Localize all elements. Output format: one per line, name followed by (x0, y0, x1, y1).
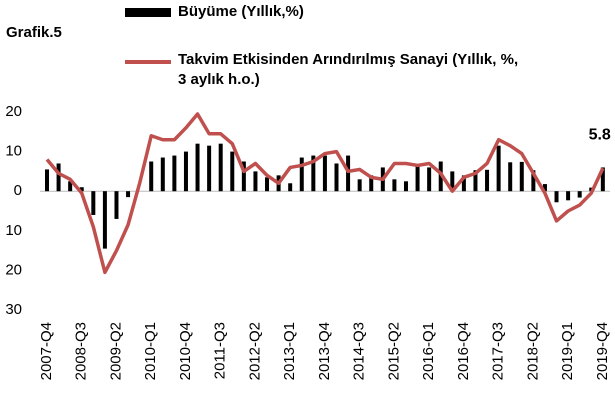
bar (531, 170, 536, 192)
bar (600, 167, 605, 192)
y-tick-label: 20 (5, 261, 22, 278)
bar (566, 191, 571, 201)
bar (403, 181, 408, 192)
y-tick-label: 10 (5, 222, 22, 239)
x-tick-label: 2016-Q4 (455, 322, 472, 380)
bar (415, 165, 420, 192)
bar (357, 179, 362, 192)
bar (461, 175, 466, 192)
y-tick-label: 30 (5, 301, 22, 318)
legend-label: Büyüme (Yıllık,%) (178, 3, 304, 20)
bar (102, 191, 107, 249)
x-tick-label: 2009-Q2 (107, 322, 124, 380)
bar (450, 171, 455, 192)
y-tick-label: 0 (14, 182, 22, 199)
y-tick-label: 10 (5, 143, 22, 160)
bar (79, 187, 84, 192)
x-tick-label: 2015-Q2 (385, 322, 402, 380)
x-tick-label: 2011-Q3 (212, 322, 229, 379)
bar (91, 191, 96, 215)
bar (346, 155, 351, 192)
bar (253, 171, 258, 192)
bar (369, 175, 374, 192)
x-tick-label: 2019-Q1 (559, 322, 576, 380)
x-tick-label: 2016-Q1 (420, 322, 437, 380)
bar (218, 143, 223, 192)
bar (322, 155, 327, 192)
bar (508, 162, 513, 192)
x-tick-label: 2018-Q2 (524, 322, 541, 380)
bar (207, 145, 212, 192)
bar (299, 157, 304, 192)
bar (114, 191, 119, 219)
x-tick-label: 2010-Q1 (142, 322, 159, 380)
bar (311, 155, 316, 192)
bar (172, 155, 177, 192)
bar (183, 151, 188, 192)
line (45, 112, 605, 275)
bar (577, 191, 582, 198)
bar (160, 157, 165, 192)
x-tick-label: 2012-Q2 (246, 322, 263, 380)
bar (554, 191, 559, 203)
bar (230, 151, 235, 192)
bar (427, 167, 432, 192)
bar (68, 181, 73, 192)
x-tick-label: 2010-Q4 (177, 322, 194, 380)
bar (473, 170, 478, 192)
bar (149, 161, 154, 192)
chart-title: Grafik.5 (6, 24, 62, 41)
bar (485, 169, 490, 192)
bar (334, 163, 339, 192)
y-tick-label: 20 (5, 103, 22, 120)
x-tick-label: 2008-Q3 (73, 322, 90, 380)
data-label: 5.8 (589, 126, 611, 143)
bar (45, 169, 49, 192)
bar (519, 161, 524, 192)
bar (56, 163, 61, 192)
legend-swatch-bar (125, 8, 171, 17)
bar (126, 191, 131, 198)
x-tick-label: 2013-Q1 (281, 322, 298, 380)
bar (542, 184, 547, 192)
bar (265, 177, 270, 192)
bar (496, 145, 501, 192)
x-tick-label: 2007-Q4 (38, 322, 55, 380)
x-tick-label: 2017-Q3 (490, 322, 507, 380)
legend-label: Takvim Etkisinden Arındırılmış Sanayi (Y… (178, 51, 519, 88)
bar (241, 161, 246, 192)
x-tick-label: 2013-Q4 (316, 322, 333, 380)
bar (195, 143, 200, 192)
x-tick-label: 2019-Q4 (594, 322, 611, 380)
bar (392, 179, 397, 192)
bar (288, 183, 293, 192)
x-tick-label: 2014-Q3 (351, 322, 368, 380)
